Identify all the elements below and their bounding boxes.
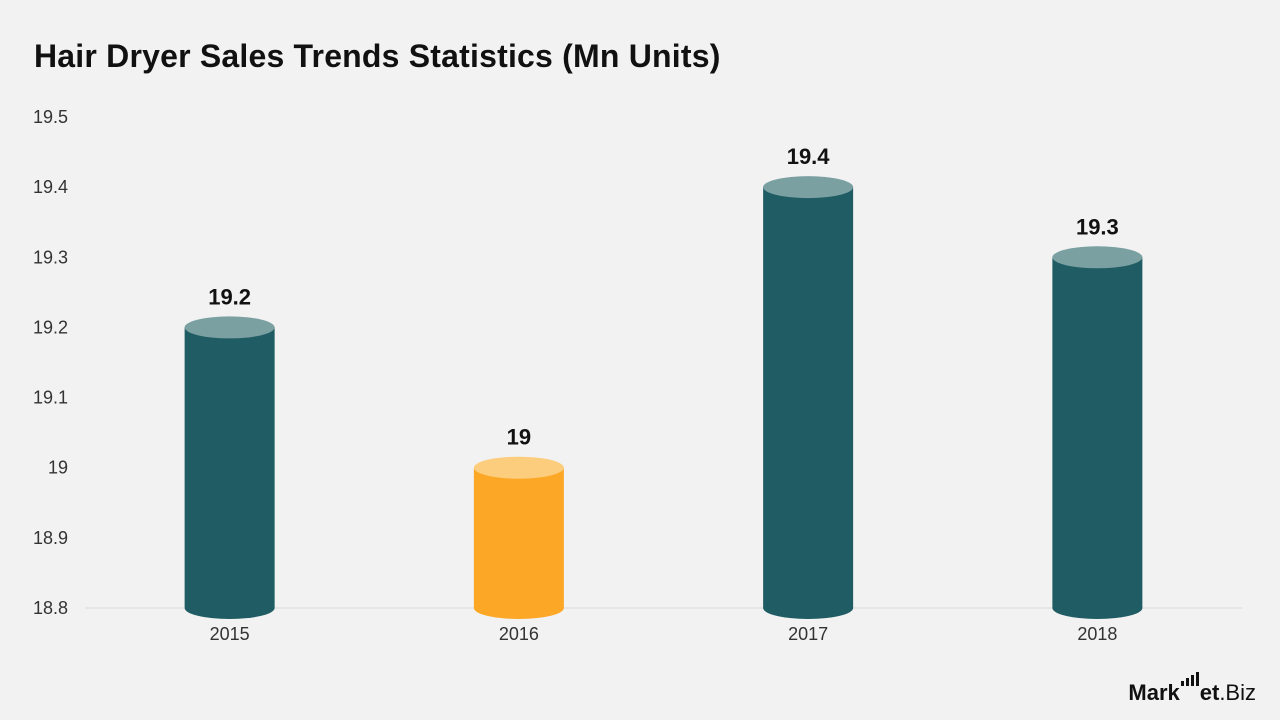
x-tick-label: 2015	[210, 624, 250, 644]
bar-body	[1052, 257, 1143, 619]
data-label: 19.3	[1076, 214, 1119, 239]
y-tick-label: 19.5	[33, 107, 68, 127]
x-axis-labels: 2015 2016 2017 2018	[210, 624, 1118, 644]
data-label: 19	[507, 425, 531, 450]
y-tick-label: 19.4	[33, 177, 68, 197]
bar-body	[184, 327, 275, 619]
chart-title: Hair Dryer Sales Trends Statistics (Mn U…	[34, 38, 721, 74]
data-label: 19.4	[787, 144, 831, 169]
bar-2015	[184, 316, 275, 619]
bar-body	[763, 187, 854, 619]
bars	[184, 176, 1143, 619]
y-tick-label: 18.8	[33, 598, 68, 618]
bar-top-cap	[1052, 246, 1143, 269]
data-label: 19.2	[208, 284, 251, 309]
y-tick-label: 18.9	[33, 528, 68, 548]
y-tick-label: 19.1	[33, 388, 68, 408]
brand-logo-prefix: Mark	[1128, 680, 1180, 705]
brand-logo-middle: et	[1199, 680, 1220, 705]
y-axis: 18.8 18.9 19 19.1 19.2 19.3 19.4 19.5	[33, 107, 68, 618]
brand-logo: Mark et .Biz	[1128, 672, 1256, 706]
data-labels: 19.2 19 19.4 19.3	[208, 144, 1119, 450]
x-tick-label: 2016	[499, 624, 539, 644]
bar-2017	[763, 176, 854, 619]
y-tick-label: 19.3	[33, 247, 68, 267]
brand-bars-icon	[1180, 672, 1199, 686]
x-tick-label: 2018	[1077, 624, 1117, 644]
brand-logo-suffix: .Biz	[1219, 680, 1256, 705]
y-tick-label: 19	[48, 458, 68, 478]
bar-top-cap	[184, 316, 275, 339]
bar-2016	[473, 456, 564, 619]
bar-2018	[1052, 246, 1143, 619]
bar-top-cap	[763, 176, 854, 199]
x-tick-label: 2017	[788, 624, 828, 644]
bar-top-cap	[473, 456, 564, 479]
y-tick-label: 19.2	[33, 317, 68, 337]
bar-body	[473, 467, 564, 619]
